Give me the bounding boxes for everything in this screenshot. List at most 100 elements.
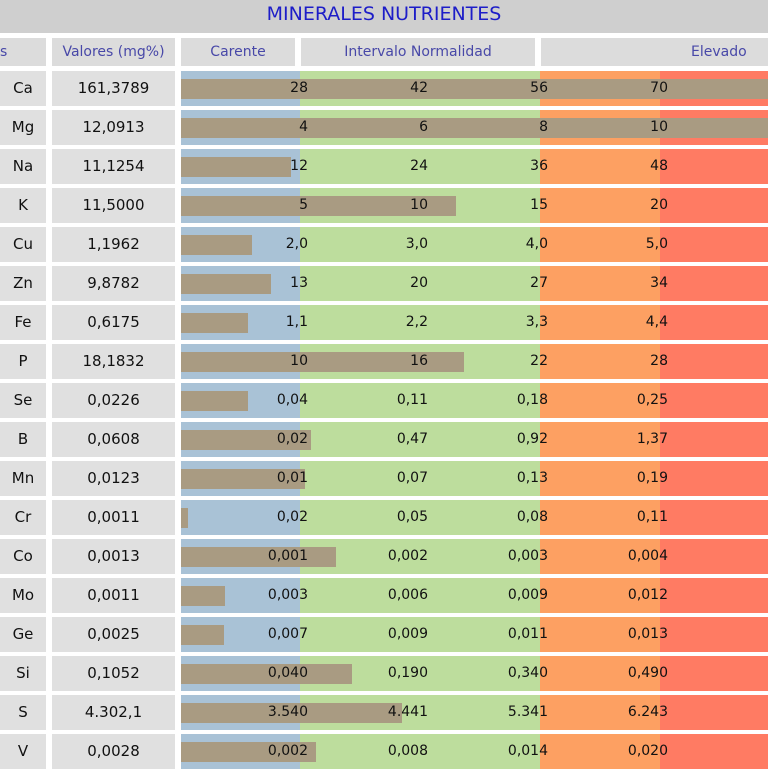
tick-label: 16 <box>410 353 428 369</box>
tick-label: 3.540 <box>267 704 308 720</box>
element-cell: Cr <box>0 500 46 535</box>
tick-label: 0,490 <box>627 665 668 681</box>
tick-label: 56 <box>530 80 548 96</box>
element-cell: Ge <box>0 617 46 652</box>
tick-label: 6 <box>419 119 428 135</box>
tick-label: 4,0 <box>525 236 548 252</box>
value-bar <box>181 703 402 723</box>
tick-label: 0,47 <box>396 431 428 447</box>
value-bar <box>181 586 225 606</box>
tick-label: 4 <box>299 119 308 135</box>
value-bar <box>181 742 316 762</box>
zone-elevado-alto <box>660 695 768 730</box>
zone-elevado <box>540 656 660 691</box>
zone-elevado-alto <box>660 344 768 379</box>
tick-label: 0,05 <box>396 509 428 525</box>
value-cell: 0,0608 <box>52 422 175 457</box>
header-elevado: Elevado <box>541 38 768 66</box>
zone-elevado-alto <box>660 539 768 574</box>
zone-normal <box>300 461 540 496</box>
tick-label: 0,13 <box>516 470 548 486</box>
zone-elevado-alto <box>660 422 768 457</box>
tick-label: 0,340 <box>507 665 548 681</box>
tick-label: 0,006 <box>387 587 428 603</box>
value-cell: 0,1052 <box>52 656 175 691</box>
element-cell: Mo <box>0 578 46 613</box>
tick-label: 5,0 <box>645 236 668 252</box>
element-cell: Na <box>0 149 46 184</box>
value-cell: 12,0913 <box>52 110 175 145</box>
tick-label: 0,11 <box>636 509 668 525</box>
tick-label: 0,007 <box>267 626 308 642</box>
zone-elevado <box>540 305 660 340</box>
element-cell: S <box>0 695 46 730</box>
value-bar <box>181 430 311 450</box>
tick-label: 0,08 <box>516 509 548 525</box>
tick-label: 15 <box>530 197 548 213</box>
tick-label: 0,001 <box>267 548 308 564</box>
tick-label: 0,003 <box>507 548 548 564</box>
tick-label: 0,011 <box>507 626 548 642</box>
header-normal: Intervalo Normalidad <box>301 38 535 66</box>
tick-label: 20 <box>650 197 668 213</box>
tick-label: 0,01 <box>276 470 308 486</box>
tick-label: 34 <box>650 275 668 291</box>
value-cell: 11,1254 <box>52 149 175 184</box>
tick-label: 0,92 <box>516 431 548 447</box>
value-cell: 11,5000 <box>52 188 175 223</box>
tick-label: 0,18 <box>516 392 548 408</box>
zone-elevado-alto <box>660 578 768 613</box>
value-bar <box>181 547 336 567</box>
zone-normal <box>300 266 540 301</box>
zone-elevado <box>540 149 660 184</box>
zone-normal <box>300 500 540 535</box>
zone-elevado-alto <box>660 149 768 184</box>
zone-normal <box>300 422 540 457</box>
value-cell: 0,6175 <box>52 305 175 340</box>
tick-label: 0,07 <box>396 470 428 486</box>
zone-elevado-alto <box>660 734 768 769</box>
header-elevado-label: Elevado <box>691 44 747 60</box>
value-bar <box>181 157 292 177</box>
tick-label: 4,4 <box>645 314 668 330</box>
value-cell: 0,0025 <box>52 617 175 652</box>
zone-elevado <box>540 578 660 613</box>
tick-label: 0,11 <box>396 392 428 408</box>
element-cell: B <box>0 422 46 457</box>
tick-label: 0,25 <box>636 392 668 408</box>
tick-label: 0,04 <box>276 392 308 408</box>
element-cell: V <box>0 734 46 769</box>
zone-normal <box>300 227 540 262</box>
tick-label: 0,013 <box>627 626 668 642</box>
tick-label: 0,002 <box>387 548 428 564</box>
zone-elevado-alto <box>660 188 768 223</box>
zone-normal <box>300 149 540 184</box>
value-bar <box>181 79 768 99</box>
zone-elevado <box>540 461 660 496</box>
tick-label: 36 <box>530 158 548 174</box>
zone-normal <box>300 305 540 340</box>
element-cell: Zn <box>0 266 46 301</box>
tick-label: 42 <box>410 80 428 96</box>
element-cell: Ca <box>0 71 46 106</box>
zone-normal <box>300 734 540 769</box>
value-cell: 18,1832 <box>52 344 175 379</box>
value-bar <box>181 196 456 216</box>
tick-label: 24 <box>410 158 428 174</box>
tick-label: 1,1 <box>285 314 308 330</box>
tick-label: 0,009 <box>387 626 428 642</box>
zone-normal <box>300 383 540 418</box>
zone-elevado <box>540 695 660 730</box>
element-cell: Si <box>0 656 46 691</box>
value-bar <box>181 274 272 294</box>
value-cell: 1,1962 <box>52 227 175 262</box>
tick-label: 10 <box>650 119 668 135</box>
zone-elevado-alto <box>660 266 768 301</box>
tick-label: 0,014 <box>507 743 548 759</box>
tick-label: 70 <box>650 80 668 96</box>
value-bar <box>181 391 249 411</box>
zone-elevado-alto <box>660 227 768 262</box>
tick-label: 5.341 <box>507 704 548 720</box>
tick-label: 0,002 <box>267 743 308 759</box>
tick-label: 10 <box>290 353 308 369</box>
